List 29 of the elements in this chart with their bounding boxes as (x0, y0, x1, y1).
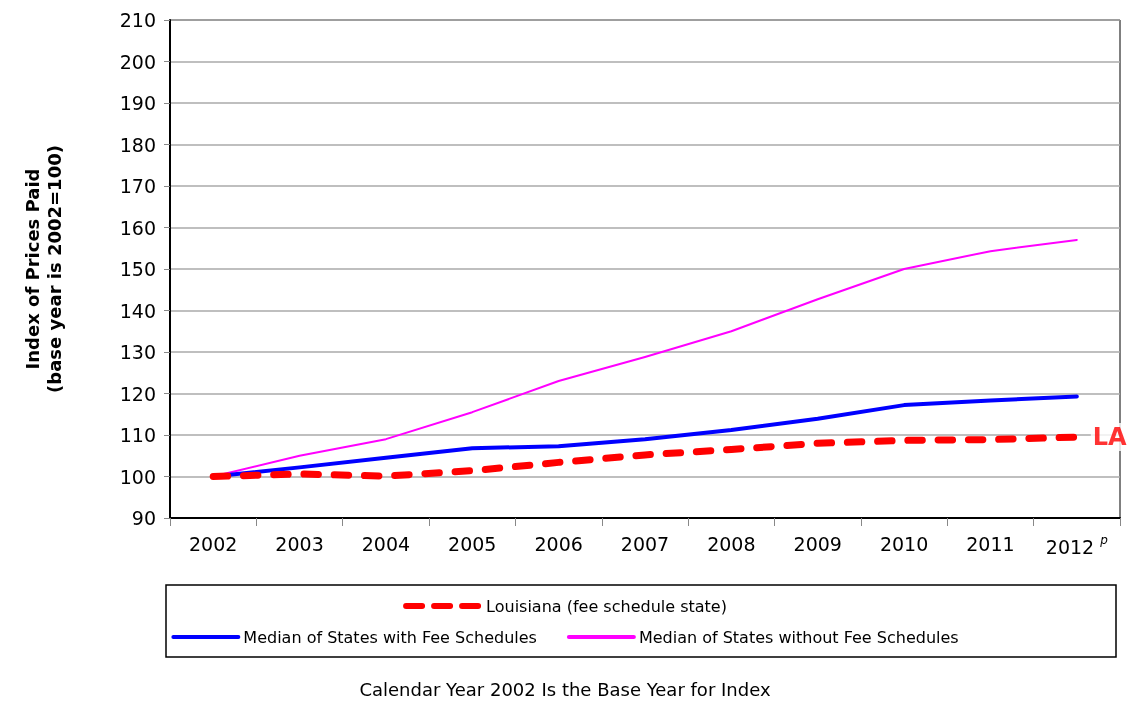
y-tick-label: 140 (119, 299, 156, 322)
y-tick-label: 100 (119, 465, 156, 488)
x-tick-label: 2003 (275, 532, 324, 555)
x-tick-label: 2002 (189, 532, 238, 555)
x-tick-label: 2005 (448, 532, 497, 555)
text: Calendar Year 2002 Is the Base Year for Index (359, 678, 771, 700)
y-tick-label: 90 (131, 507, 156, 529)
y-tick-label: 210 (119, 9, 156, 31)
x-tick-label: 2009 (793, 532, 842, 555)
y-tick-label: 190 (119, 92, 156, 114)
y-tick-label: 150 (119, 258, 156, 280)
y-tick-label: 200 (119, 50, 156, 73)
y-tick-label: 170 (119, 175, 156, 197)
y-tick-label: 160 (119, 216, 156, 239)
x-tick-label: 2011 (966, 532, 1015, 555)
x-tick-label: 2007 (620, 532, 670, 555)
y-tick-label: 120 (119, 382, 156, 405)
x-tick-label: 2004 (361, 532, 411, 555)
legend-label: Median of States without Fee Schedules (638, 627, 959, 647)
legend-label: Median of States with Fee Schedules (243, 627, 537, 647)
y-tick-label: 110 (119, 424, 156, 446)
y-tick-label: 180 (119, 133, 156, 156)
x-tick-label: 2006 (534, 532, 583, 555)
annotation: LA (1092, 423, 1128, 452)
y-axis-title: Index of Prices Paid (base year is 2002=100) (21, 145, 65, 393)
x-tick-label: 2010 (879, 532, 929, 555)
y-tick-label: 130 (119, 341, 156, 363)
legend-label: Louisiana (fee schedule state) (486, 596, 727, 616)
x-tick-label: 2008 (707, 532, 756, 555)
